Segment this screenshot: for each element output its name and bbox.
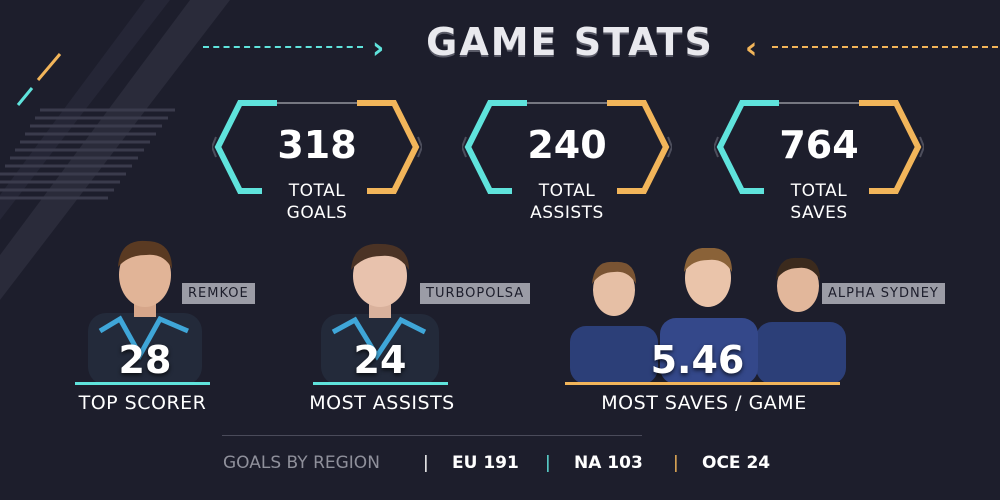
stat-value: 318 <box>277 123 357 167</box>
stat-frame-icon <box>462 100 672 194</box>
stat-label: TOTAL ASSISTS <box>462 180 672 224</box>
player-stat-label: TOP SCORER <box>78 392 207 414</box>
region-separator: | <box>673 453 679 473</box>
team-photo-icon <box>570 248 846 384</box>
stat-frame-icon <box>212 100 422 194</box>
footer-divider <box>222 435 642 436</box>
stat-label-line2: ASSISTS <box>530 203 604 223</box>
region-separator: | <box>545 453 551 473</box>
region-separator: | <box>423 453 429 473</box>
player-name-tag: TURBOPOLSA <box>420 283 531 304</box>
page-title: GAME STATS <box>426 20 714 64</box>
stat-label-line2: SAVES <box>790 203 848 223</box>
player-photo-icon <box>321 243 439 385</box>
player-stat-value: 24 <box>353 338 407 382</box>
player-stat-label: MOST ASSISTS <box>309 392 455 414</box>
stat-label-line1: TOTAL <box>288 181 346 201</box>
region-heading: GOALS BY REGION <box>223 453 380 473</box>
player-stat-label: MOST SAVES / GAME <box>601 392 807 414</box>
player-stat-value: 5.46 <box>650 338 745 382</box>
player-stat-value: 28 <box>118 338 172 382</box>
region-na: NA 103 <box>574 453 643 473</box>
stat-value: 240 <box>527 123 607 167</box>
player-name-tag: REMKOE <box>182 283 255 304</box>
region-oce: OCE 24 <box>702 453 771 473</box>
player-underline <box>565 382 840 385</box>
title-dash-right <box>772 46 998 48</box>
player-most-assists: TURBOPOLSA 24 MOST ASSISTS <box>300 230 560 420</box>
player-underline <box>313 382 448 385</box>
stat-total-assists: 240 TOTAL ASSISTS <box>462 95 672 225</box>
stat-frame-icon <box>714 100 924 194</box>
player-underline <box>75 382 210 385</box>
stat-label: TOTAL GOALS <box>212 180 422 224</box>
stat-label-line1: TOTAL <box>790 181 848 201</box>
corner-stripes-decoration <box>0 0 230 300</box>
stat-label-line1: TOTAL <box>538 181 596 201</box>
stat-label: TOTAL SAVES <box>714 180 924 224</box>
player-most-saves: ALPHA SYDNEY 5.46 MOST SAVES / GAME <box>560 230 980 420</box>
stat-total-goals: 318 TOTAL GOALS <box>212 95 422 225</box>
stat-total-saves: 764 TOTAL SAVES <box>714 95 924 225</box>
stat-value: 764 <box>779 123 859 167</box>
title-dash-left <box>203 46 363 48</box>
stat-label-line2: GOALS <box>286 203 348 223</box>
player-top-scorer: REMKOE 28 TOP SCORER <box>70 230 270 420</box>
player-name-tag: ALPHA SYDNEY <box>822 283 945 304</box>
region-eu: EU 191 <box>452 453 519 473</box>
player-photo-icon <box>88 240 202 385</box>
chevron-right-icon: › <box>372 31 385 66</box>
chevron-left-icon: ‹ <box>745 31 758 66</box>
